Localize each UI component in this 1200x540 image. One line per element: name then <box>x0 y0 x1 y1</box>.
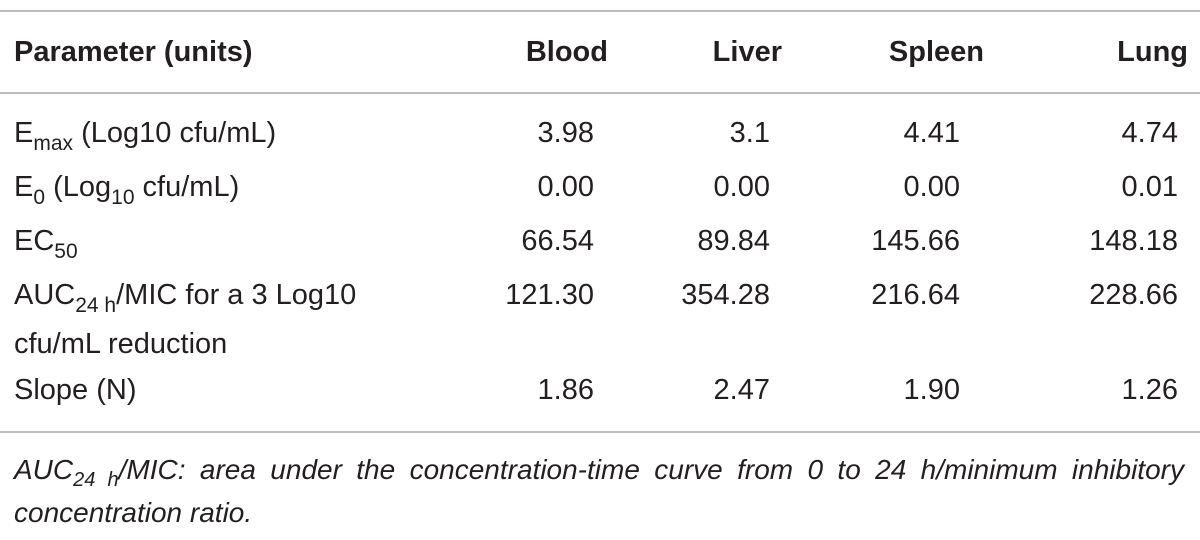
table-row-ec50: EC50 66.54 89.84 145.66 148.18 <box>0 218 1200 272</box>
cell-e0-liver: 0.00 <box>713 171 770 203</box>
row-label-e0: E0 (Log10 cfu/mL) <box>14 171 240 209</box>
table-row-emax: Emax (Log10 cfu/mL) 3.98 3.1 4.41 4.74 <box>0 93 1200 164</box>
parameters-table: Parameter (units) Blood Liver Spleen Lun… <box>0 10 1200 433</box>
cell-auc-mic-liver: 354.28 <box>681 279 770 311</box>
header-lung: Lung <box>1117 35 1188 68</box>
cell-e0-lung: 0.01 <box>1121 171 1178 203</box>
row-label-auc-mic: AUC24 h/MIC for a 3 Log10 cfu/mL reductio… <box>14 279 357 360</box>
cell-ec50-liver: 89.84 <box>697 225 770 257</box>
cell-emax-lung: 4.74 <box>1121 117 1178 149</box>
cell-auc-mic-blood: 121.30 <box>505 279 594 311</box>
table-footnote: AUC24 h/MIC: area under the concentratio… <box>14 454 1184 528</box>
table-row-auc-mic: AUC24 h/MIC for a 3 Log10 cfu/mL reductio… <box>0 272 1200 367</box>
row-label-emax: Emax (Log10 cfu/mL) <box>14 117 277 155</box>
cell-slope-lung: 1.26 <box>1121 374 1178 406</box>
cell-slope-spleen: 1.90 <box>903 374 960 406</box>
cell-e0-blood: 0.00 <box>537 171 594 203</box>
header-parameter: Parameter (units) <box>14 35 253 68</box>
cell-emax-spleen: 4.41 <box>903 117 960 149</box>
cell-slope-liver: 2.47 <box>713 374 770 406</box>
header-liver: Liver <box>712 35 782 68</box>
row-label-ec50: EC50 <box>14 225 78 263</box>
header-blood: Blood <box>525 35 608 68</box>
cell-ec50-blood: 66.54 <box>521 225 594 257</box>
cell-ec50-spleen: 145.66 <box>871 225 960 257</box>
cell-emax-blood: 3.98 <box>537 117 594 149</box>
table-row-e0: E0 (Log10 cfu/mL) 0.00 0.00 0.00 0.01 <box>0 164 1200 218</box>
table-row-slope: Slope (N) 1.86 2.47 1.90 1.26 <box>0 367 1200 432</box>
cell-e0-spleen: 0.00 <box>903 171 960 203</box>
cell-auc-mic-spleen: 216.64 <box>871 279 960 311</box>
row-label-slope: Slope (N) <box>14 374 137 406</box>
cell-auc-mic-lung: 228.66 <box>1089 279 1178 311</box>
cell-emax-liver: 3.1 <box>729 117 770 149</box>
header-spleen: Spleen <box>888 35 984 68</box>
cell-slope-blood: 1.86 <box>537 374 594 406</box>
header-row: Parameter (units) Blood Liver Spleen Lun… <box>0 11 1200 93</box>
cell-ec50-lung: 148.18 <box>1089 225 1178 257</box>
